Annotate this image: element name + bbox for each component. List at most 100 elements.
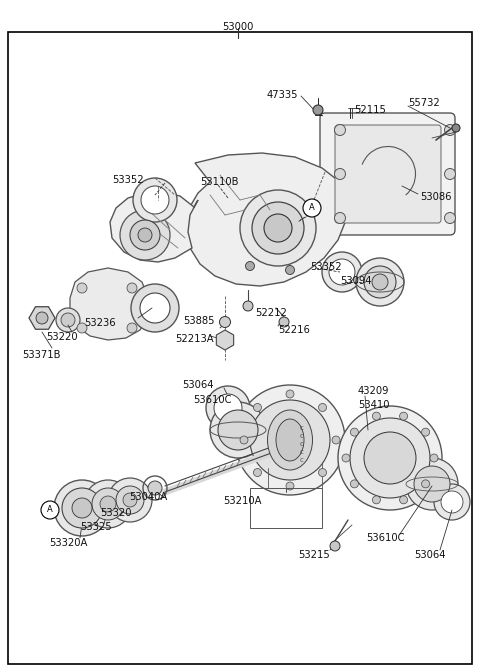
FancyBboxPatch shape <box>335 125 441 223</box>
Circle shape <box>364 432 416 484</box>
Circle shape <box>240 190 316 266</box>
Circle shape <box>372 412 381 420</box>
Text: 53371B: 53371B <box>22 350 60 360</box>
Circle shape <box>253 403 262 411</box>
Circle shape <box>335 124 346 136</box>
Circle shape <box>252 202 304 254</box>
Circle shape <box>130 220 160 250</box>
Circle shape <box>421 428 430 436</box>
Circle shape <box>240 436 248 444</box>
Circle shape <box>338 406 442 510</box>
Circle shape <box>131 284 179 332</box>
Circle shape <box>206 386 250 430</box>
Circle shape <box>444 169 456 179</box>
Circle shape <box>218 410 258 450</box>
FancyBboxPatch shape <box>320 113 455 235</box>
Circle shape <box>414 466 450 502</box>
Circle shape <box>108 478 152 522</box>
Circle shape <box>243 301 253 311</box>
Text: A: A <box>47 505 53 515</box>
Text: 53086: 53086 <box>420 192 452 202</box>
Circle shape <box>350 428 359 436</box>
Circle shape <box>444 212 456 224</box>
Text: 53320: 53320 <box>100 508 132 518</box>
Polygon shape <box>186 153 348 286</box>
Text: 52213A: 52213A <box>175 334 214 344</box>
Text: 47335: 47335 <box>266 90 298 100</box>
Ellipse shape <box>276 419 304 461</box>
Circle shape <box>56 308 80 332</box>
Circle shape <box>452 124 460 132</box>
Circle shape <box>61 313 75 327</box>
Circle shape <box>214 394 242 422</box>
Circle shape <box>133 178 177 222</box>
Circle shape <box>138 228 152 242</box>
Circle shape <box>342 454 350 462</box>
Circle shape <box>141 186 169 214</box>
Circle shape <box>399 496 408 504</box>
Circle shape <box>329 259 355 285</box>
Polygon shape <box>70 268 148 340</box>
Text: c: c <box>300 449 304 455</box>
Circle shape <box>36 312 48 324</box>
Circle shape <box>100 496 116 512</box>
Text: c: c <box>300 442 304 448</box>
Text: 53610C: 53610C <box>366 533 404 543</box>
Circle shape <box>72 498 92 518</box>
Circle shape <box>123 493 137 507</box>
Text: 53352: 53352 <box>310 262 342 272</box>
Text: 53236: 53236 <box>84 318 116 328</box>
Circle shape <box>116 486 144 514</box>
Circle shape <box>319 468 326 476</box>
Ellipse shape <box>267 410 312 470</box>
Circle shape <box>54 480 110 536</box>
Circle shape <box>335 169 346 179</box>
Circle shape <box>286 390 294 398</box>
Circle shape <box>335 212 346 224</box>
Text: 53352: 53352 <box>112 175 144 185</box>
Circle shape <box>444 124 456 136</box>
Circle shape <box>406 458 458 510</box>
Text: 52216: 52216 <box>278 325 310 335</box>
Circle shape <box>148 481 162 495</box>
Text: 53040A: 53040A <box>129 492 167 502</box>
Text: c: c <box>300 457 304 463</box>
Circle shape <box>434 484 470 520</box>
Circle shape <box>245 261 254 271</box>
Text: 55732: 55732 <box>408 98 440 108</box>
Circle shape <box>350 480 359 488</box>
Circle shape <box>250 400 330 480</box>
Circle shape <box>77 283 87 293</box>
Text: 53094: 53094 <box>340 276 372 286</box>
Circle shape <box>399 412 408 420</box>
Circle shape <box>62 488 102 528</box>
Text: 52115: 52115 <box>354 105 386 115</box>
Text: 52212: 52212 <box>255 308 287 318</box>
Circle shape <box>372 274 388 290</box>
Text: 53325: 53325 <box>80 522 112 532</box>
Circle shape <box>441 491 463 513</box>
Text: 53064: 53064 <box>414 550 446 560</box>
Text: 53885: 53885 <box>183 316 215 326</box>
Circle shape <box>303 199 321 217</box>
Circle shape <box>217 333 232 347</box>
Text: 53000: 53000 <box>222 22 254 32</box>
Circle shape <box>313 105 323 115</box>
Circle shape <box>372 496 381 504</box>
Text: 53220: 53220 <box>46 332 78 342</box>
Circle shape <box>219 317 230 327</box>
Circle shape <box>330 541 340 551</box>
Circle shape <box>350 418 430 498</box>
FancyBboxPatch shape <box>8 32 472 664</box>
Circle shape <box>319 403 326 411</box>
Circle shape <box>430 454 438 462</box>
Circle shape <box>120 210 170 260</box>
Circle shape <box>140 293 170 323</box>
Circle shape <box>332 436 340 444</box>
Circle shape <box>127 283 137 293</box>
Circle shape <box>84 480 132 528</box>
Text: 53110B: 53110B <box>200 177 239 187</box>
Text: c: c <box>300 433 304 439</box>
Text: 53410: 53410 <box>358 400 389 410</box>
Circle shape <box>41 501 59 519</box>
